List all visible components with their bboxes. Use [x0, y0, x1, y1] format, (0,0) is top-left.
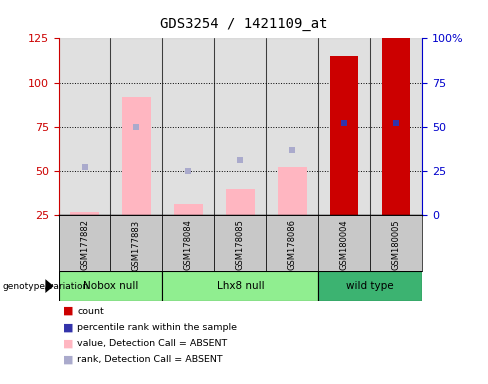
Text: GSM180005: GSM180005 — [392, 220, 401, 270]
Text: ■: ■ — [63, 338, 74, 348]
Bar — [59, 271, 163, 301]
Text: GSM178084: GSM178084 — [184, 220, 193, 270]
Text: ■: ■ — [63, 322, 74, 332]
Text: Lhx8 null: Lhx8 null — [217, 281, 264, 291]
Bar — [110, 38, 163, 215]
Bar — [266, 215, 318, 271]
Bar — [330, 56, 359, 215]
Bar — [214, 215, 266, 271]
Text: ■: ■ — [63, 306, 74, 316]
Bar — [110, 215, 163, 271]
Bar — [318, 38, 370, 215]
Text: GSM178085: GSM178085 — [236, 220, 245, 270]
Text: rank, Detection Call = ABSENT: rank, Detection Call = ABSENT — [77, 355, 223, 364]
Text: wild type: wild type — [346, 281, 394, 291]
Bar — [163, 215, 214, 271]
Text: genotype/variation: genotype/variation — [2, 281, 89, 291]
Bar — [214, 38, 266, 215]
Text: percentile rank within the sample: percentile rank within the sample — [77, 323, 237, 332]
Bar — [370, 38, 422, 215]
Bar — [70, 212, 99, 215]
Bar — [59, 215, 110, 271]
Text: ■: ■ — [63, 354, 74, 364]
Text: GSM177882: GSM177882 — [80, 220, 89, 270]
Bar — [163, 38, 214, 215]
Bar — [370, 215, 422, 271]
Text: Nobox null: Nobox null — [83, 281, 138, 291]
Text: GSM177883: GSM177883 — [132, 220, 141, 271]
Text: GSM178086: GSM178086 — [288, 220, 297, 270]
Bar — [59, 38, 110, 215]
Bar — [122, 97, 151, 215]
Text: GSM180004: GSM180004 — [340, 220, 349, 270]
Bar — [163, 271, 318, 301]
Text: count: count — [77, 306, 104, 316]
Bar — [382, 38, 410, 215]
Bar — [266, 38, 318, 215]
Bar — [318, 271, 422, 301]
Bar — [278, 167, 306, 215]
Bar — [226, 189, 255, 215]
Bar — [318, 215, 370, 271]
Text: value, Detection Call = ABSENT: value, Detection Call = ABSENT — [77, 339, 227, 348]
Bar — [174, 204, 203, 215]
Text: GDS3254 / 1421109_at: GDS3254 / 1421109_at — [160, 17, 328, 31]
